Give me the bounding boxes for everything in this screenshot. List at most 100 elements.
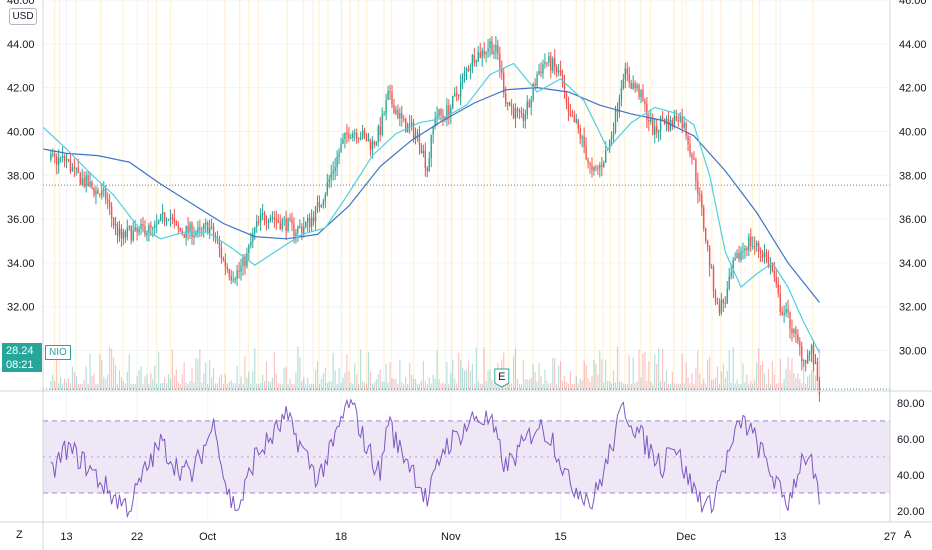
candle-body[interactable] [671, 120, 674, 127]
candle-body[interactable] [159, 214, 162, 221]
candle-body[interactable] [61, 155, 64, 158]
candle-body[interactable] [708, 246, 711, 268]
candle-body[interactable] [695, 159, 697, 182]
candle-body[interactable] [718, 304, 721, 314]
candle-body[interactable] [383, 113, 385, 115]
candle-body[interactable] [659, 117, 662, 131]
candle-body[interactable] [499, 53, 501, 69]
candle-body[interactable] [110, 206, 113, 218]
candle-body[interactable] [591, 165, 593, 171]
candle-body[interactable] [448, 105, 450, 117]
candle-body[interactable] [57, 157, 60, 165]
candle-body[interactable] [730, 272, 732, 277]
candle-body[interactable] [744, 248, 746, 251]
rsi-pane[interactable] [43, 398, 890, 519]
candle-body[interactable] [289, 218, 291, 220]
candle-body[interactable] [683, 123, 685, 128]
candle-body[interactable] [810, 345, 813, 353]
candle-body[interactable] [491, 41, 493, 55]
candle-body[interactable] [759, 251, 762, 253]
candle-body[interactable] [187, 226, 189, 233]
candle-body[interactable] [773, 270, 776, 278]
candle-body[interactable] [312, 217, 315, 222]
candle-body[interactable] [597, 167, 599, 169]
candle-body[interactable] [281, 219, 283, 230]
candle-body[interactable] [136, 227, 138, 233]
candle-body[interactable] [365, 134, 368, 142]
candle-body[interactable] [557, 70, 560, 73]
candle-body[interactable] [652, 117, 654, 135]
candle-body[interactable] [432, 126, 434, 135]
candle-body[interactable] [81, 178, 83, 185]
candle-body[interactable] [232, 279, 234, 281]
candle-body[interactable] [207, 223, 209, 233]
candle-body[interactable] [320, 205, 323, 208]
candle-body[interactable] [706, 240, 709, 247]
candle-body[interactable] [387, 91, 389, 101]
candle-body[interactable] [132, 230, 134, 241]
rsi-line[interactable] [50, 398, 820, 519]
candle-body[interactable] [779, 293, 781, 313]
candle-body[interactable] [679, 116, 681, 122]
candle-body[interactable] [299, 226, 301, 228]
candle-body[interactable] [806, 354, 809, 364]
candle-body[interactable] [330, 173, 332, 179]
candle-body[interactable] [393, 104, 395, 114]
candle-body[interactable] [148, 225, 150, 233]
candle-body[interactable] [422, 150, 425, 154]
candle-body[interactable] [73, 167, 76, 169]
candle-body[interactable] [783, 312, 785, 315]
candle-body[interactable] [642, 90, 644, 101]
candle-body[interactable] [777, 283, 779, 294]
candle-body[interactable] [87, 175, 89, 187]
candle-body[interactable] [91, 181, 93, 188]
candle-body[interactable] [655, 126, 658, 133]
candle-body[interactable] [122, 231, 125, 239]
candle-body[interactable] [489, 41, 491, 48]
candle-body[interactable] [803, 360, 805, 362]
candle-body[interactable] [257, 221, 260, 223]
candle-body[interactable] [546, 62, 548, 64]
candle-body[interactable] [452, 96, 454, 109]
candle-body[interactable] [77, 167, 79, 173]
candle-body[interactable] [156, 223, 158, 225]
candle-body[interactable] [746, 248, 748, 251]
candle-body[interactable] [665, 118, 668, 125]
candle-body[interactable] [752, 245, 754, 247]
candle-body[interactable] [520, 110, 523, 114]
candle-body[interactable] [395, 109, 397, 114]
candle-body[interactable] [503, 72, 505, 94]
candle-body[interactable] [526, 101, 528, 115]
candle-body[interactable] [130, 226, 132, 241]
candle-body[interactable] [375, 141, 377, 145]
candle-body[interactable] [344, 132, 346, 139]
candle-body[interactable] [675, 116, 677, 121]
candle-body[interactable] [142, 224, 144, 227]
candle-body[interactable] [434, 117, 436, 127]
candle-body[interactable] [367, 139, 370, 142]
candle-body[interactable] [757, 242, 760, 252]
candle-body[interactable] [124, 231, 127, 238]
candle-body[interactable] [107, 199, 109, 203]
candle-body[interactable] [50, 154, 52, 160]
candle-body[interactable] [440, 109, 442, 115]
candle-body[interactable] [605, 150, 607, 163]
candle-body[interactable] [391, 92, 393, 105]
currency-badge[interactable]: USD [9, 8, 37, 25]
candle-body[interactable] [485, 51, 487, 55]
candle-body[interactable] [261, 213, 264, 215]
candle-body[interactable] [154, 224, 156, 228]
candle-body[interactable] [493, 51, 495, 55]
candle-body[interactable] [316, 202, 319, 207]
candle-body[interactable] [601, 165, 603, 167]
candle-body[interactable] [677, 120, 679, 122]
candle-body[interactable] [197, 227, 199, 233]
candle-body[interactable] [173, 218, 176, 222]
candle-body[interactable] [763, 252, 766, 258]
candle-body[interactable] [808, 352, 811, 355]
candle-body[interactable] [799, 341, 801, 347]
candle-body[interactable] [573, 116, 576, 123]
candle-body[interactable] [120, 228, 123, 239]
candle-body[interactable] [189, 223, 191, 233]
candle-body[interactable] [577, 119, 579, 129]
